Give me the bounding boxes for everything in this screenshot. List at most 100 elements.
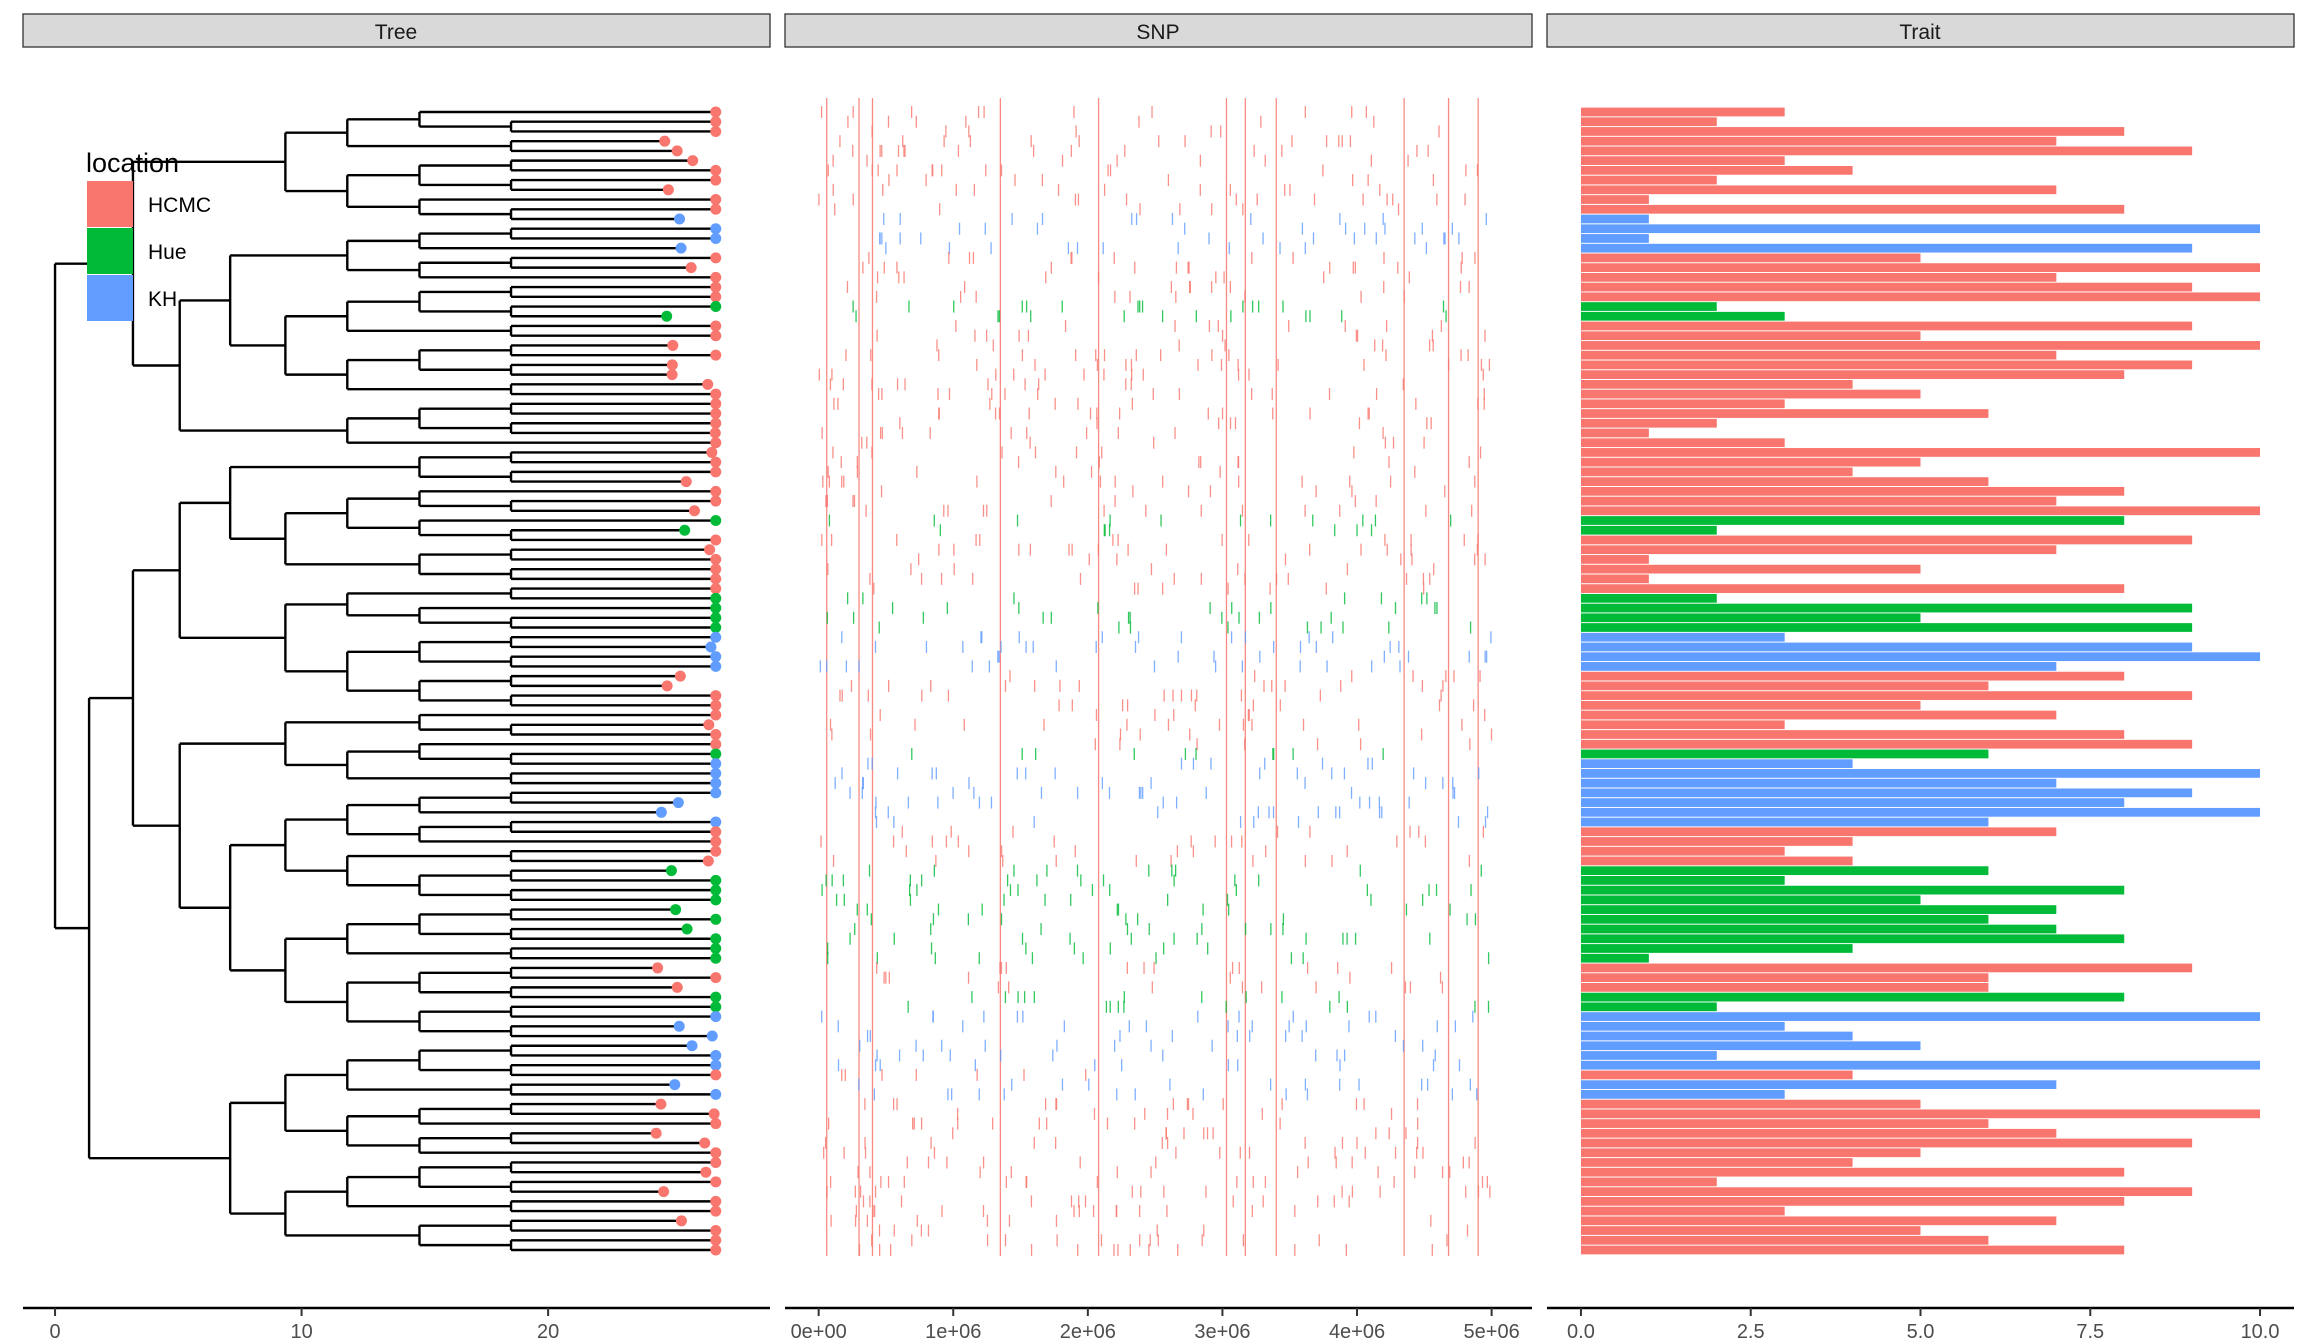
- tree-tip-point: [710, 816, 722, 828]
- trait-bar: [1580, 253, 1921, 263]
- snp-x-axis: 0e+00 1e+06 2e+06 3e+06 4e+06 5e+06: [785, 1306, 1532, 1343]
- trait-bar: [1580, 136, 2057, 146]
- tree-tip-point: [710, 291, 722, 303]
- trait-bar: [1580, 817, 1989, 827]
- trait-bar: [1580, 360, 2193, 370]
- tree-tip-point: [699, 1137, 711, 1149]
- trait-bar: [1580, 846, 1785, 856]
- trait-bar: [1580, 866, 1989, 876]
- tree-tip-point: [710, 1195, 722, 1207]
- trait-bar: [1580, 331, 1921, 341]
- tree-tip-point: [702, 378, 714, 390]
- tree-tip-point: [659, 135, 671, 147]
- tree-tip-point: [655, 1098, 667, 1110]
- tree-tip-point: [710, 388, 722, 400]
- trait-bar: [1580, 341, 2261, 350]
- tree-tip-point: [679, 524, 691, 536]
- trait-bar: [1580, 681, 1989, 691]
- trait-bar: [1580, 379, 1853, 389]
- tree-tip-point: [710, 651, 722, 663]
- tree-tip-point: [669, 1079, 681, 1091]
- trait-bar: [1580, 584, 2125, 593]
- trait-bar: [1580, 399, 1785, 409]
- tree-tip-point: [710, 164, 722, 176]
- tree-tip-point: [681, 923, 693, 935]
- trait-bar: [1580, 107, 1785, 117]
- tree-tip-point: [710, 622, 722, 634]
- tree-tip-point: [710, 952, 722, 964]
- trait-bar: [1580, 788, 2193, 798]
- trait-bar: [1580, 895, 1921, 905]
- tree-tip-point: [670, 904, 682, 916]
- tree-tip-point: [710, 1176, 722, 1188]
- tree-tip-point: [667, 339, 679, 351]
- trait-panel: [1580, 107, 2261, 1255]
- trait-bar: [1580, 642, 2193, 652]
- trait-bar: [1580, 263, 2261, 273]
- tree-tip-point: [710, 232, 722, 244]
- tree-tip-point: [710, 398, 722, 410]
- tree-tip-point: [710, 1205, 722, 1217]
- tree-tip-point: [710, 874, 722, 886]
- tree-tip-point: [680, 476, 692, 488]
- trait-bar: [1580, 1158, 1853, 1167]
- trait-bar: [1580, 525, 1717, 535]
- facet-strip-tree: Tree: [22, 13, 771, 48]
- tree-tip-point: [687, 155, 699, 167]
- trait-bar: [1580, 370, 2125, 379]
- trait-bar: [1580, 243, 2193, 253]
- tree-tip-point: [710, 466, 722, 478]
- trait-bar: [1580, 555, 1649, 564]
- trait-bar: [1580, 769, 2261, 778]
- trait-bar: [1580, 1080, 2057, 1090]
- x-tick-label: 2e+06: [1060, 1321, 1116, 1343]
- tree-x-axis: 0 10 20: [23, 1306, 770, 1343]
- trait-bar: [1580, 963, 2193, 973]
- tree-tip-point: [666, 359, 678, 371]
- trait-bar: [1580, 350, 2057, 360]
- trait-bar: [1580, 1021, 1785, 1031]
- tree-tip-point: [710, 1156, 722, 1168]
- tree-tip-point: [710, 203, 722, 215]
- tree-tip-point: [710, 1011, 722, 1023]
- trait-bar: [1580, 311, 1785, 321]
- tree-tip-point: [671, 145, 683, 157]
- trait-bar: [1580, 652, 2261, 662]
- tree-tip-point: [710, 738, 722, 750]
- trait-bar: [1580, 603, 2193, 613]
- trait-bar: [1580, 730, 2125, 739]
- trait-bar: [1580, 934, 2125, 944]
- tree-tip-point: [710, 408, 722, 420]
- trait-bar: [1580, 1070, 1853, 1080]
- trait-bar: [1580, 632, 1785, 642]
- trait-bar: [1580, 613, 1921, 623]
- trait-bar: [1580, 477, 1989, 486]
- trait-bar: [1580, 545, 2057, 555]
- tree-tip-point: [710, 1244, 722, 1256]
- tree-tip-point: [710, 913, 722, 925]
- trait-bar: [1580, 146, 2193, 156]
- facet-strip-snp: SNP: [784, 13, 1533, 48]
- trait-bar: [1580, 973, 1989, 983]
- trait-bar: [1580, 535, 2193, 545]
- legend-label-hcmc: HCMC: [148, 194, 211, 217]
- tree-tip-point: [710, 933, 722, 945]
- trait-bar: [1580, 914, 1989, 924]
- tree-tip-point: [710, 845, 722, 857]
- trait-bar: [1580, 662, 2057, 671]
- trait-bar: [1580, 1109, 2261, 1119]
- trait-bar: [1580, 905, 2057, 914]
- legend-swatch-hue: [87, 228, 133, 274]
- tree-tip-point: [700, 1166, 712, 1178]
- trait-bar: [1580, 691, 2193, 700]
- tree-tip-point: [710, 252, 722, 264]
- tree-tip-point: [710, 728, 722, 740]
- tree-tip-point: [661, 310, 673, 322]
- x-tick-label: 3e+06: [1194, 1321, 1250, 1343]
- x-tick-label: 5e+06: [1464, 1321, 1520, 1343]
- tree-tip-point: [710, 1118, 722, 1130]
- tree-panel: [53, 106, 722, 1256]
- tree-tip-point: [666, 369, 678, 381]
- trait-bar: [1580, 486, 2125, 496]
- tree-tip-point: [710, 826, 722, 838]
